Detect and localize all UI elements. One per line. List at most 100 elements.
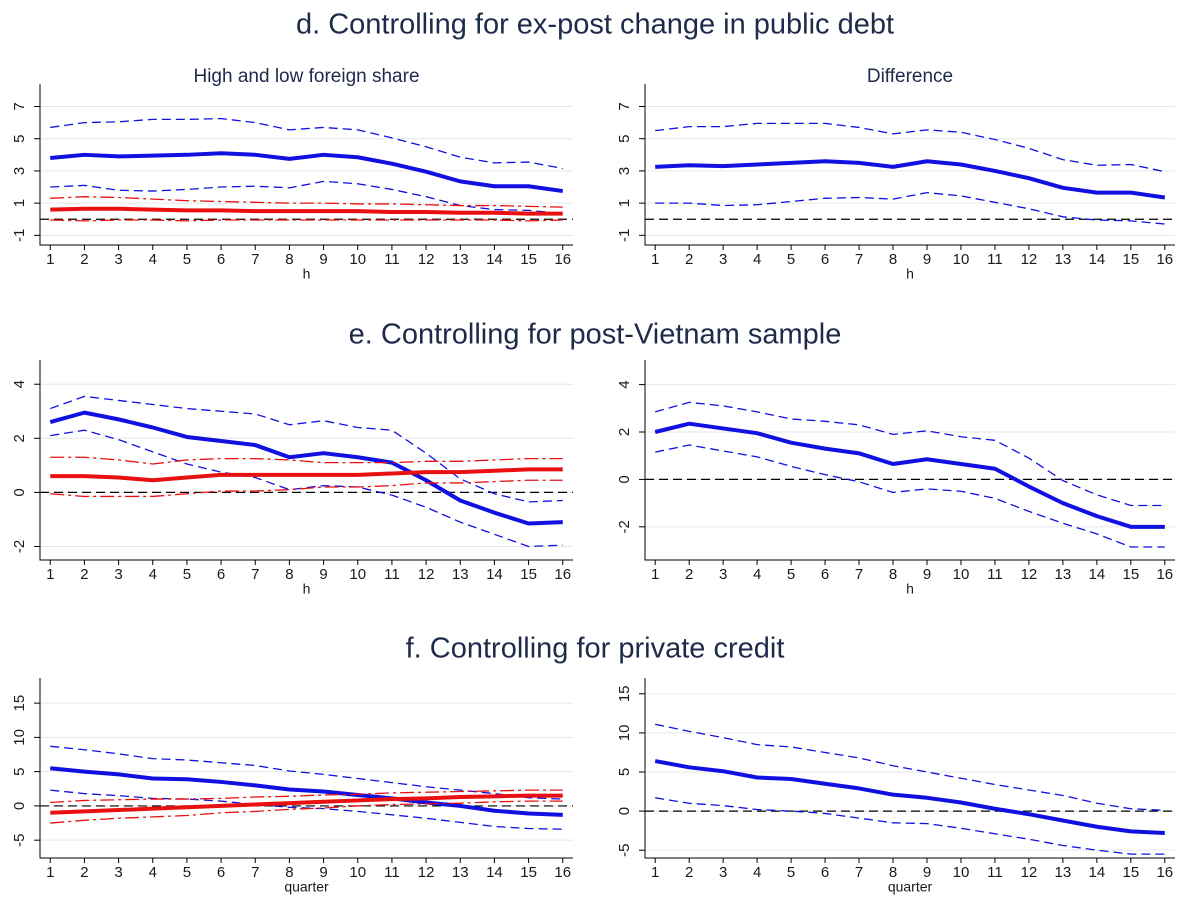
y-tick-label: 5 <box>616 135 633 143</box>
section-title: d. Controlling for ex-post change in pub… <box>296 9 894 41</box>
x-tick-label: 4 <box>753 251 761 268</box>
confidence-band-line <box>50 395 563 503</box>
x-tick-label: 14 <box>486 864 503 881</box>
x-tick-label: 10 <box>953 251 970 268</box>
x-tick-label: 6 <box>217 251 225 268</box>
x-axis-label: quarter <box>888 879 933 895</box>
confidence-band-line <box>50 479 563 498</box>
x-tick-label: 1 <box>651 251 659 268</box>
y-tick-label: 1 <box>616 199 633 207</box>
x-tick-label: 3 <box>719 566 727 583</box>
estimate-line <box>50 766 563 817</box>
x-axis-label: h <box>906 266 914 282</box>
x-tick-label: 15 <box>520 566 537 583</box>
x-tick-label: 11 <box>987 566 1003 583</box>
x-tick-label: 5 <box>787 251 795 268</box>
estimate-line <box>50 151 564 194</box>
estimate-line <box>50 467 563 483</box>
x-tick-label: 15 <box>520 251 537 268</box>
x-tick-label: 12 <box>418 864 435 881</box>
x-axis-label: h <box>906 581 914 597</box>
confidence-band-line <box>655 797 1165 855</box>
x-tick-label: 16 <box>554 566 571 583</box>
x-tick-label: 13 <box>452 864 469 881</box>
x-tick-label: 1 <box>46 566 54 583</box>
x-tick-label: 16 <box>1156 566 1173 583</box>
y-tick-label: 5 <box>11 135 28 143</box>
x-tick-label: 10 <box>349 566 366 583</box>
x-tick-label: 6 <box>217 864 225 881</box>
x-tick-label: 7 <box>855 251 863 268</box>
x-tick-label: 12 <box>418 566 435 583</box>
y-tick-label: 1 <box>11 199 28 207</box>
x-tick-label: 8 <box>285 864 293 881</box>
y-tick-label: 10 <box>11 729 28 746</box>
confidence-band-line <box>50 800 563 824</box>
x-tick-label: 13 <box>1055 864 1072 881</box>
y-tick-label: 0 <box>11 488 28 496</box>
x-tick-label: 12 <box>1021 864 1038 881</box>
x-tick-label: 14 <box>486 566 503 583</box>
x-tick-label: 7 <box>251 251 259 268</box>
y-tick-label: -1 <box>616 229 633 242</box>
estimate-line <box>50 793 563 815</box>
y-tick-label: 4 <box>11 380 28 388</box>
panel-subtitle: Difference <box>867 66 953 87</box>
y-tick-label: 7 <box>616 102 633 110</box>
x-tick-label: 8 <box>285 566 293 583</box>
y-tick-label: 2 <box>11 434 28 442</box>
x-tick-label: 11 <box>384 566 400 583</box>
y-tick-label: 0 <box>11 802 28 810</box>
confidence-band-line <box>50 789 563 830</box>
y-tick-label: 0 <box>616 475 633 483</box>
confidence-band-line <box>50 196 563 208</box>
x-tick-label: 8 <box>889 864 897 881</box>
x-tick-label: 10 <box>349 864 366 881</box>
x-tick-label: 5 <box>183 566 191 583</box>
x-tick-label: 11 <box>987 864 1003 881</box>
x-tick-label: 8 <box>889 566 897 583</box>
x-tick-label: 9 <box>319 251 327 268</box>
x-tick-label: 7 <box>251 566 259 583</box>
x-tick-label: 11 <box>384 251 400 268</box>
x-tick-label: 3 <box>114 251 122 268</box>
confidence-band-line <box>50 456 563 465</box>
y-tick-label: 10 <box>616 725 633 742</box>
x-tick-label: 10 <box>349 251 366 268</box>
x-tick-label: 11 <box>384 864 400 881</box>
x-tick-label: 6 <box>821 566 829 583</box>
y-tick-label: 3 <box>11 167 28 175</box>
confidence-band-line <box>655 192 1165 225</box>
confidence-band-line <box>50 180 563 215</box>
y-tick-label: -2 <box>11 540 28 553</box>
y-tick-label: 15 <box>11 695 28 712</box>
y-tick-label: 4 <box>616 380 633 388</box>
x-tick-label: 6 <box>821 864 829 881</box>
confidence-band-line <box>655 401 1165 507</box>
x-tick-label: 5 <box>183 864 191 881</box>
confidence-band-line <box>50 745 563 800</box>
x-tick-label: 9 <box>923 566 931 583</box>
confidence-band-line <box>50 219 563 222</box>
x-tick-label: 6 <box>217 566 225 583</box>
x-tick-label: 5 <box>787 566 795 583</box>
x-tick-label: 13 <box>1055 566 1072 583</box>
x-tick-label: 4 <box>753 864 761 881</box>
x-tick-label: 4 <box>149 566 157 583</box>
x-axis-label: h <box>303 266 311 282</box>
x-tick-label: 1 <box>651 864 659 881</box>
x-tick-label: 2 <box>80 864 88 881</box>
y-tick-label: 15 <box>616 685 633 702</box>
y-tick-label: 5 <box>616 768 633 776</box>
axis <box>39 360 573 561</box>
x-tick-label: 4 <box>753 566 761 583</box>
x-tick-label: 3 <box>719 251 727 268</box>
x-tick-label: 3 <box>719 864 727 881</box>
x-axis-label: quarter <box>284 879 329 895</box>
y-tick-label: -1 <box>11 229 28 242</box>
x-tick-label: 9 <box>923 864 931 881</box>
confidence-band-line <box>50 429 563 548</box>
x-tick-label: 15 <box>1122 566 1139 583</box>
x-tick-label: 16 <box>1156 251 1173 268</box>
x-tick-label: 4 <box>149 251 157 268</box>
